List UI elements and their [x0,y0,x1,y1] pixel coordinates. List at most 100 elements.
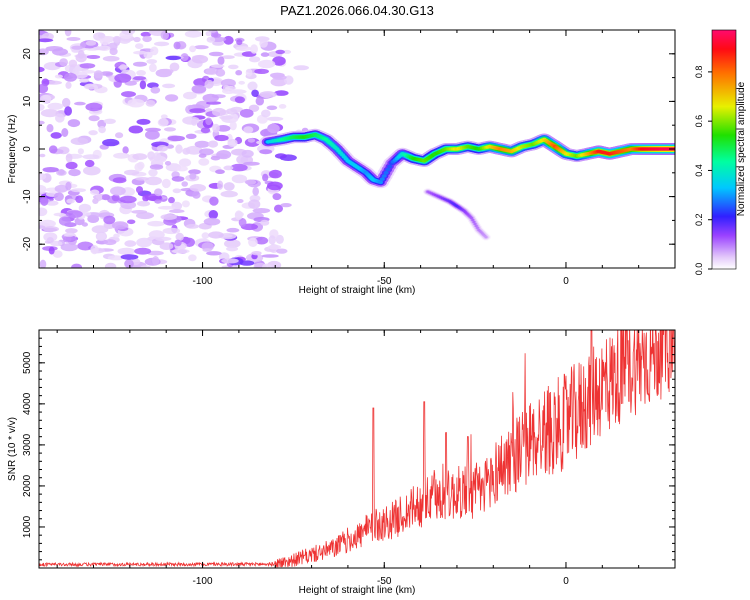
noise-blob [176,166,188,172]
noise-blob [189,173,197,180]
noise-blob [39,173,47,180]
noise-blob [169,62,180,72]
noise-blob [39,38,54,43]
noise-blob [122,146,129,154]
noise-blob [274,90,289,96]
noise-blob [245,68,253,77]
noise-blob [221,55,235,59]
noise-blob [111,221,129,230]
noise-blob [61,128,69,137]
noise-blob [173,41,181,50]
noise-blob [252,187,259,196]
noise-blob [136,118,151,125]
noise-blob [121,30,136,35]
noise-blob [71,263,82,268]
noise-blob [132,153,148,161]
noise-blob [225,86,237,90]
noise-blob [212,123,220,133]
x-tick-label: -100 [193,276,213,287]
noise-blob [215,169,225,174]
noise-blob [248,56,261,63]
noise-blob [64,30,72,37]
ridge-blob [385,167,391,172]
noise-blob [47,102,64,110]
noise-blob [98,126,106,134]
noise-blob [40,196,49,206]
snr-y-label: SNR (10 * v/v) [7,417,18,481]
x-tick-label: -50 [377,276,392,287]
noise-blob [194,140,210,148]
noise-blob [77,241,94,251]
noise-blob [133,50,148,55]
noise-blob [148,169,158,177]
noise-blob [156,145,168,152]
noise-blob [255,96,264,106]
noise-blob [241,149,254,158]
noise-blob [208,30,217,33]
spectrogram-x-ticks: -100 -50 0 [56,30,676,287]
noise-blob [140,31,152,37]
noise-blob [259,149,273,155]
noise-blob [157,118,169,127]
noise-blob [293,65,310,71]
noise-blob [85,102,103,112]
noise-blob [227,138,238,148]
noise-blob [259,91,277,98]
noise-blob [230,163,248,172]
noise-blob [226,108,238,115]
noise-blob [237,199,244,203]
spectrogram-y-ticks: -20 -10 0 10 20 [22,29,675,269]
noise-blob [159,242,174,250]
noise-blob [133,36,141,43]
noise-blob [248,237,258,247]
ridge-blob [381,174,387,178]
noise-blob [152,152,162,161]
noise-blob [42,167,59,173]
noise-blob [124,169,140,176]
noise-blob [221,258,239,264]
noise-blob [97,119,107,129]
noise-blob [68,59,78,68]
noise-blob [52,48,68,56]
noise-blob [154,188,163,197]
noise-blob [236,155,249,165]
noise-blob [110,186,126,196]
noise-blob [229,121,237,131]
noise-blob [132,76,147,81]
noise-blob [259,39,268,48]
noise-blob [102,138,120,147]
noise-blob [180,53,189,62]
noise-blob [250,44,258,54]
noise-blob [205,67,219,75]
noise-blob [154,199,162,204]
colorbar-tick-label: 0.0 [694,263,704,276]
noise-blob [201,232,210,239]
noise-blob [149,164,164,170]
noise-blob [229,113,239,123]
noise-blob [90,189,100,196]
noise-blob [243,126,254,134]
noise-blob [55,113,65,123]
noise-blob [205,31,212,37]
noise-blob [134,162,144,172]
noise-blob [184,30,202,38]
noise-blob [139,80,147,90]
noise-blob [208,51,224,57]
noise-blob [92,198,99,205]
noise-blob [206,251,222,256]
noise-blob [59,58,68,67]
noise-blob [46,124,54,133]
noise-blob [220,190,238,198]
noise-blob [164,127,176,132]
noise-blob [48,246,55,255]
ridge-blob [378,180,384,185]
noise-blob [168,196,175,204]
noise-blob [85,40,97,46]
noise-blob [71,45,83,50]
noise-blob [260,52,270,57]
noise-blob [112,35,122,43]
noise-blob [147,220,165,227]
noise-blob [121,91,136,98]
noise-blob [275,49,286,55]
noise-blob [93,70,103,79]
